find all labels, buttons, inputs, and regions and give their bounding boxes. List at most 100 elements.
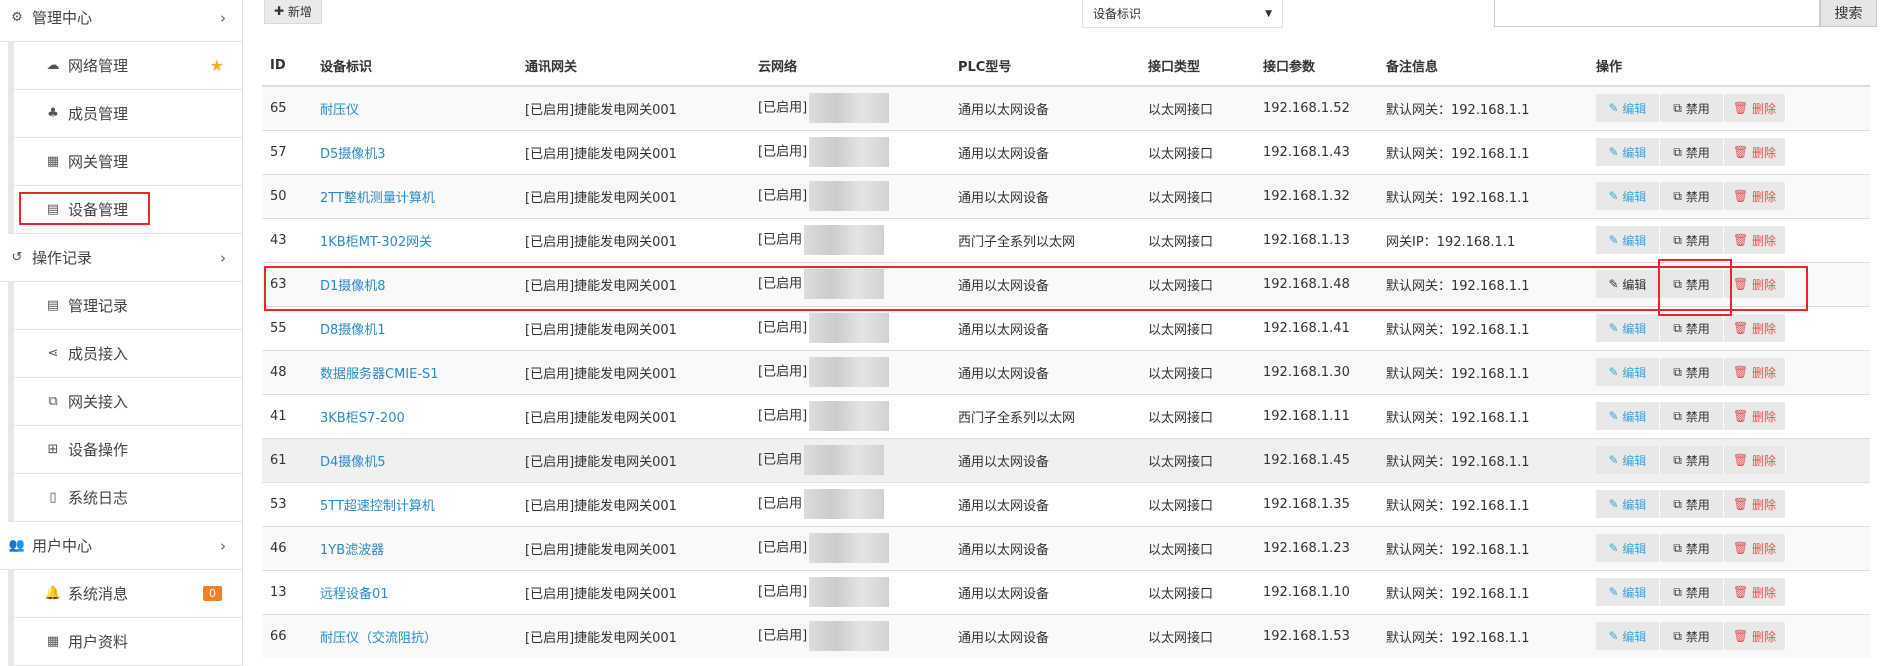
cell-interface-param: 192.168.1.52	[1255, 85, 1378, 130]
sidebar-item[interactable]: ⧉ 网关接入	[8, 378, 242, 426]
disable-button[interactable]: ⧉ 禁用	[1660, 534, 1724, 562]
disable-button[interactable]: ⧉ 禁用	[1660, 270, 1724, 298]
edit-button[interactable]: ✎ 编辑	[1596, 94, 1660, 123]
delete-button[interactable]: 🗑 删除	[1724, 358, 1786, 386]
cell-interface-param: 192.168.1.41	[1255, 305, 1378, 350]
device-name-link[interactable]: D5摄像机3	[320, 146, 386, 162]
sidebar-item[interactable]: ⊞ 设备操作	[8, 426, 242, 474]
edit-button[interactable]: ✎ 编辑	[1596, 226, 1660, 254]
sidebar-item[interactable]: ▤ 设备管理	[8, 186, 242, 234]
device-name-link[interactable]: 耐压仪（交流阻抗）	[320, 630, 438, 646]
search-input[interactable]	[1494, 0, 1820, 27]
table-row[interactable]: 50 2TT整机测量计算机 [已启用]捷能发电网关001 [已启用] 通用以太网…	[262, 173, 1870, 218]
cell-cloud: [已启用]	[750, 393, 950, 438]
cell-interface-param: 192.168.1.45	[1255, 437, 1378, 482]
edit-button[interactable]: ✎ 编辑	[1596, 446, 1660, 474]
trash-icon: 🗑	[1732, 365, 1753, 379]
delete-button[interactable]: 🗑 删除	[1724, 270, 1786, 298]
device-name-link[interactable]: 1YB滤波器	[320, 542, 385, 558]
sidebar-group[interactable]: ⚙ 管理中心 ›	[0, 0, 242, 42]
search-button[interactable]: 搜索	[1820, 0, 1877, 27]
edit-button[interactable]: ✎ 编辑	[1596, 402, 1660, 430]
delete-button[interactable]: 🗑 删除	[1724, 182, 1786, 210]
sidebar-group[interactable]: 👥 用户中心 ›	[0, 522, 242, 570]
delete-button[interactable]: 🗑 删除	[1724, 314, 1786, 342]
edit-button[interactable]: ✎ 编辑	[1596, 622, 1660, 651]
disable-button[interactable]: ⧉ 禁用	[1660, 138, 1724, 166]
delete-button[interactable]: 🗑 删除	[1724, 578, 1786, 606]
table-row[interactable]: 41 3KB柜S7-200 [已启用]捷能发电网关001 [已启用] 西门子全系…	[262, 393, 1870, 438]
delete-button[interactable]: 🗑 删除	[1724, 94, 1786, 123]
device-name-link[interactable]: 1KB柜MT-302网关	[320, 234, 433, 250]
table-row[interactable]: 65 耐压仪 [已启用]捷能发电网关001 [已启用] 通用以太网设备 以太网接…	[262, 85, 1870, 130]
edit-button[interactable]: ✎ 编辑	[1596, 182, 1660, 210]
redacted-blur	[804, 225, 885, 255]
device-name-link[interactable]: 3KB柜S7-200	[320, 410, 405, 426]
delete-button[interactable]: 🗑 删除	[1724, 622, 1786, 651]
disable-button[interactable]: ⧉ 禁用	[1660, 402, 1724, 430]
delete-button[interactable]: 🗑 删除	[1724, 534, 1786, 562]
device-name-link[interactable]: D4摄像机5	[320, 454, 386, 470]
cell-interface-param: 192.168.1.23	[1255, 525, 1378, 570]
copy-icon: ⧉	[1673, 584, 1686, 599]
edit-button[interactable]: ✎ 编辑	[1596, 270, 1660, 298]
add-button[interactable]: ✚ 新增	[264, 0, 322, 24]
sidebar-item[interactable]: ☁ 网络管理 ★	[8, 42, 242, 90]
delete-button[interactable]: 🗑 删除	[1724, 402, 1786, 430]
edit-button[interactable]: ✎ 编辑	[1596, 490, 1660, 518]
delete-button[interactable]: 🗑 删除	[1724, 490, 1786, 518]
cell-interface-type: 以太网接口	[1140, 525, 1255, 570]
search-field-select[interactable]: 设备标识 ▼	[1082, 0, 1283, 28]
device-name-link[interactable]: 2TT整机测量计算机	[320, 190, 435, 206]
column-header: 操作	[1588, 46, 1870, 87]
sidebar-item[interactable]: ▦ 用户资料	[8, 618, 242, 666]
sidebar-group[interactable]: ↺ 操作记录 ›	[0, 234, 242, 282]
device-name-link[interactable]: D8摄像机1	[320, 322, 386, 338]
device-name-link[interactable]: 数据服务器CMIE-S1	[320, 366, 439, 382]
table-row[interactable]: 13 远程设备01 [已启用]捷能发电网关001 [已启用] 通用以太网设备 以…	[262, 569, 1870, 614]
device-name-link[interactable]: 远程设备01	[320, 586, 389, 602]
table-row[interactable]: 61 D4摄像机5 [已启用]捷能发电网关001 [已启用 通用以太网设备 以太…	[262, 437, 1870, 482]
table-row[interactable]: 55 D8摄像机1 [已启用]捷能发电网关001 [已启用] 通用以太网设备 以…	[262, 305, 1870, 350]
th-large-icon: ▦	[46, 634, 60, 649]
table-row[interactable]: 53 5TT超速控制计算机 [已启用]捷能发电网关001 [已启用 通用以太网设…	[262, 481, 1870, 526]
sidebar-item[interactable]: ♣ 成员管理	[8, 90, 242, 138]
table-row[interactable]: 46 1YB滤波器 [已启用]捷能发电网关001 [已启用] 通用以太网设备 以…	[262, 525, 1870, 570]
disable-button[interactable]: ⧉ 禁用	[1660, 226, 1724, 254]
edit-button[interactable]: ✎ 编辑	[1596, 314, 1660, 342]
sidebar-item[interactable]: ▦ 网关管理	[8, 138, 242, 186]
cell-interface-param: 192.168.1.13	[1255, 217, 1378, 262]
disable-label: 禁用	[1685, 409, 1710, 424]
device-name-link[interactable]: D1摄像机8	[320, 278, 386, 294]
cell-note: 默认网关：192.168.1.1	[1378, 85, 1588, 130]
table-row[interactable]: 57 D5摄像机3 [已启用]捷能发电网关001 [已启用] 通用以太网设备 以…	[262, 129, 1870, 174]
sidebar-item[interactable]: ▤ 管理记录	[8, 282, 242, 330]
edit-button[interactable]: ✎ 编辑	[1596, 358, 1660, 386]
disable-button[interactable]: ⧉ 禁用	[1660, 446, 1724, 474]
cell-cloud: [已启用]	[750, 525, 950, 570]
device-name-link[interactable]: 5TT超速控制计算机	[320, 498, 435, 514]
sidebar-item[interactable]: ⋖ 成员接入	[8, 330, 242, 378]
disable-button[interactable]: ⧉ 禁用	[1660, 358, 1724, 386]
trash-icon: 🗑	[1732, 497, 1753, 511]
disable-button[interactable]: ⧉ 禁用	[1660, 490, 1724, 518]
delete-button[interactable]: 🗑 删除	[1724, 446, 1786, 474]
disable-button[interactable]: ⧉ 禁用	[1660, 182, 1724, 210]
disable-button[interactable]: ⧉ 禁用	[1660, 314, 1724, 342]
disable-button[interactable]: ⧉ 禁用	[1660, 578, 1724, 606]
disable-button[interactable]: ⧉ 禁用	[1660, 94, 1724, 123]
sidebar-item-label: 系统日志	[68, 489, 129, 507]
table-row[interactable]: 48 数据服务器CMIE-S1 [已启用]捷能发电网关001 [已启用] 通用以…	[262, 349, 1870, 394]
edit-button[interactable]: ✎ 编辑	[1596, 138, 1660, 166]
sidebar-item[interactable]: ▯ 系统日志	[8, 474, 242, 522]
sidebar-item[interactable]: 🔔 系统消息 0	[8, 570, 242, 618]
delete-button[interactable]: 🗑 删除	[1724, 226, 1786, 254]
disable-button[interactable]: ⧉ 禁用	[1660, 622, 1724, 651]
table-row[interactable]: 43 1KB柜MT-302网关 [已启用]捷能发电网关001 [已启用 西门子全…	[262, 217, 1870, 262]
device-name-link[interactable]: 耐压仪	[320, 102, 360, 118]
edit-button[interactable]: ✎ 编辑	[1596, 534, 1660, 562]
delete-button[interactable]: 🗑 删除	[1724, 138, 1786, 166]
edit-button[interactable]: ✎ 编辑	[1596, 578, 1660, 606]
table-row[interactable]: 66 耐压仪（交流阻抗） [已启用]捷能发电网关001 [已启用] 通用以太网设…	[262, 613, 1870, 658]
table-row[interactable]: 63 D1摄像机8 [已启用]捷能发电网关001 [已启用 通用以太网设备 以太…	[262, 261, 1870, 306]
